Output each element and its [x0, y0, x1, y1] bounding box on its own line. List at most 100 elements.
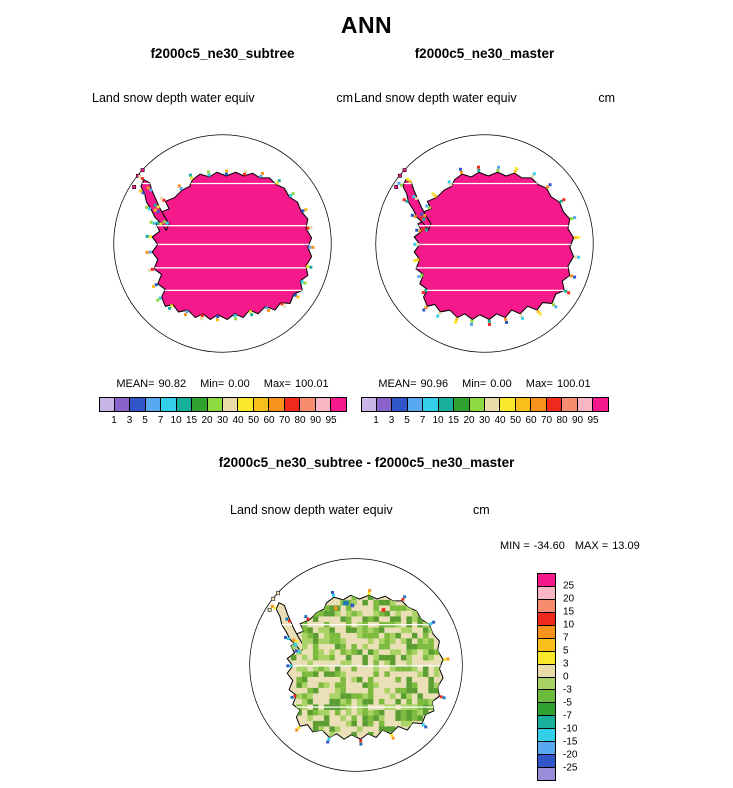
colorbar-cell	[538, 755, 555, 769]
colorbar-tick-label: 30	[216, 415, 229, 426]
colorbar-cell	[223, 398, 239, 411]
field-label: Land snow depth water equiv	[230, 503, 393, 517]
mean-label: MEAN=	[378, 378, 417, 390]
mean-value: 90.82	[158, 378, 187, 390]
min-value: 0.00	[490, 378, 512, 390]
antarctica-diff-map-svg	[249, 558, 463, 772]
min-value: 0.00	[228, 378, 250, 390]
colorbar-cell	[538, 729, 555, 743]
panel-title-subtree: f2000c5_ne30_subtree	[150, 46, 295, 61]
map-master	[352, 131, 617, 356]
colorbar-cell	[538, 742, 555, 756]
colorbar-tick-label: 70	[278, 415, 291, 426]
min-label: Min=	[462, 378, 487, 390]
max-label: MAX =	[574, 540, 609, 552]
field-label: Land snow depth water equiv	[92, 91, 255, 105]
stats-line: MEAN= 90.82 Min= 0.00 Max= 100.01	[90, 378, 355, 390]
max-label: Max=	[525, 378, 553, 390]
colorbar-cell	[515, 398, 532, 411]
colorbar-cell	[454, 398, 470, 411]
colorbar-cell	[253, 398, 270, 411]
colorbar-cell	[531, 398, 547, 411]
colorbar-tick-label: -7	[563, 710, 572, 722]
antarctica-map-svg	[113, 134, 332, 353]
colorbar-cell	[469, 398, 485, 411]
colorbar-cell	[145, 398, 162, 411]
colorbar-cell	[376, 398, 393, 411]
colorbar-cell	[269, 398, 285, 411]
field-row: Land snow depth water equiv cm	[90, 91, 355, 105]
units-label: cm	[598, 91, 615, 105]
colorbar-tick-label: 15	[447, 415, 460, 426]
colorbar-tick-label: 3	[126, 415, 133, 426]
colorbar-cell	[315, 398, 332, 411]
colorbar-cell	[485, 398, 501, 411]
colorbar-cell	[392, 398, 408, 411]
colorbar-cell	[538, 664, 555, 678]
colorbar-tick-label: 3	[388, 415, 395, 426]
colorbar-tick-label: 10	[563, 619, 575, 631]
max-value: 100.01	[557, 378, 591, 390]
panel-master: f2000c5_ne30_master Land snow depth wate…	[352, 46, 617, 426]
colorbar-tick-label: 20	[563, 593, 575, 605]
colorbar-ticks: 1 3 5 7 10 15 20 30 40 50 60 70 80 90 95	[361, 412, 609, 426]
colorbar-tick-label: 50	[509, 415, 522, 426]
colorbar-cell	[130, 398, 146, 411]
colorbar-tick-label: 20	[201, 415, 213, 426]
mean-value: 90.96	[420, 378, 449, 390]
page-title: ANN	[340, 12, 393, 38]
colorbar-tick-label: 5	[563, 645, 569, 657]
colorbar-tick-label: -10	[563, 723, 578, 735]
colorbar-tick-label: 90	[309, 415, 322, 426]
colorbar-tick-label: 10	[170, 415, 182, 426]
colorbar-tick-label: 3	[563, 658, 569, 670]
colorbar-cell	[176, 398, 193, 411]
colorbar-cell	[500, 398, 516, 411]
panel-title-master: f2000c5_ne30_master	[414, 46, 555, 61]
colorbar-cell	[207, 398, 223, 411]
min-value: -34.60	[533, 540, 565, 552]
colorbar-tick-label: 7	[563, 632, 569, 644]
diff-minmax: MIN = -34.60 MAX = 13.09	[500, 540, 640, 552]
field-row: Land snow depth water equiv cm	[352, 91, 617, 105]
colorbar-cell	[538, 768, 555, 780]
colorbar-tick-label: 90	[571, 415, 584, 426]
min-label: MIN =	[500, 540, 530, 552]
colorbar-tick-label: 70	[540, 415, 553, 426]
colorbar-tick-label: 50	[247, 415, 260, 426]
colorbar-tick-label: 25	[563, 580, 575, 592]
colorbar-tick-label: 5	[404, 415, 410, 426]
colorbar-cell	[538, 625, 555, 639]
map-subtree	[90, 131, 355, 356]
colorbar-cell	[161, 398, 177, 411]
colorbar-tick-label: 0	[563, 671, 569, 683]
colorbar-tick-label: 10	[432, 415, 444, 426]
colorbar-tick-label: 60	[263, 415, 275, 426]
colorbar-cell	[361, 398, 377, 411]
colorbar-cell	[538, 651, 555, 665]
colorbar-cell	[238, 398, 254, 411]
colorbar-tick-label: 5	[142, 415, 148, 426]
colorbar-cell	[99, 398, 115, 411]
colorbar-tick-label: -20	[563, 749, 578, 761]
antarctica-map-svg	[375, 134, 594, 353]
colorbar-tick-label: 7	[157, 415, 164, 426]
colorbar: 1 3 5 7 10 15 20 30 40 50 60 70 80 90 95	[360, 397, 609, 426]
colorbar: 1 3 5 7 10 15 20 30 40 50 60 70 80 90 95	[98, 397, 347, 426]
colorbar-cell	[331, 398, 346, 411]
colorbar-tick-label: 40	[494, 415, 506, 426]
colorbar-tick-label: 95	[325, 415, 337, 426]
colorbar-cells	[360, 397, 609, 412]
colorbar-cell	[538, 574, 555, 587]
colorbar-tick-label: 30	[478, 415, 491, 426]
colorbar-tick-label: -15	[563, 736, 578, 748]
field-label: Land snow depth water equiv	[354, 91, 517, 105]
colorbar-ticks: 1 3 5 7 10 15 20 30 40 50 60 70 80 90 95	[99, 412, 347, 426]
colorbar-tick-label: 1	[373, 415, 379, 426]
colorbar-cell	[538, 612, 555, 626]
mean-label: MEAN=	[116, 378, 155, 390]
colorbar-cell	[546, 398, 563, 411]
colorbar-cell	[538, 586, 555, 600]
colorbar-tick-label: 20	[463, 415, 475, 426]
